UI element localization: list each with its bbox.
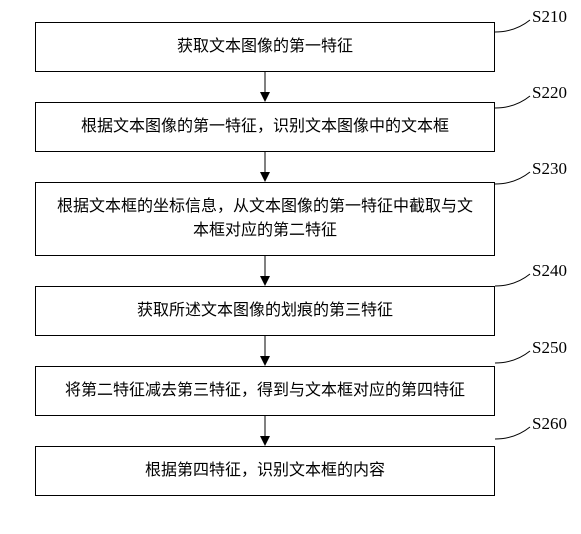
step-text: 将第二特征减去第三特征，得到与文本框对应的第四特征 [65, 379, 465, 403]
arrow-4 [35, 336, 495, 366]
step-label-s260: S260 [532, 414, 567, 434]
arrow-1 [35, 72, 495, 102]
step-box-s250: 将第二特征减去第三特征，得到与文本框对应的第四特征 [35, 366, 495, 416]
step-text-line2: 本框对应的第二特征 [57, 219, 473, 243]
arrow-2 [35, 152, 495, 182]
step-box-s230: 根据文本框的坐标信息，从文本图像的第一特征中截取与文 本框对应的第二特征 [35, 182, 495, 256]
step-text: 根据文本图像的第一特征，识别文本图像中的文本框 [81, 115, 449, 139]
step-label-s220: S220 [532, 83, 567, 103]
step-label-s230: S230 [532, 159, 567, 179]
step-box-s220: 根据文本图像的第一特征，识别文本图像中的文本框 [35, 102, 495, 152]
step-text: 根据第四特征，识别文本框的内容 [145, 459, 385, 483]
step-text: 获取文本图像的第一特征 [177, 35, 353, 59]
step-box-s240: 获取所述文本图像的划痕的第三特征 [35, 286, 495, 336]
step-label-s210: S210 [532, 7, 567, 27]
step-text-wrap: 根据文本框的坐标信息，从文本图像的第一特征中截取与文 本框对应的第二特征 [57, 195, 473, 243]
step-box-s210: 获取文本图像的第一特征 [35, 22, 495, 72]
step-text: 获取所述文本图像的划痕的第三特征 [137, 299, 393, 323]
flowchart-container: 获取文本图像的第一特征 根据文本图像的第一特征，识别文本图像中的文本框 根据文本… [35, 22, 495, 496]
arrow-5 [35, 416, 495, 446]
step-label-s250: S250 [532, 338, 567, 358]
step-label-s240: S240 [532, 261, 567, 281]
step-text-line1: 根据文本框的坐标信息，从文本图像的第一特征中截取与文 [57, 195, 473, 219]
step-box-s260: 根据第四特征，识别文本框的内容 [35, 446, 495, 496]
arrow-3 [35, 256, 495, 286]
